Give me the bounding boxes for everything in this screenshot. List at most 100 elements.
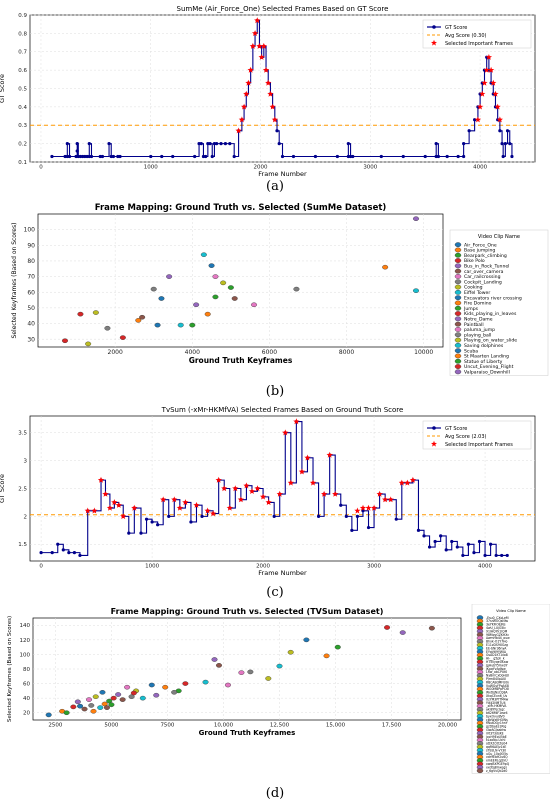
selected-frame-star xyxy=(262,66,270,73)
legend-swatch xyxy=(454,300,462,306)
legend-label: 4wU_LUjG5Ic xyxy=(486,626,506,630)
gt-score-point xyxy=(505,553,509,558)
y-axis-label: Selected Keyframes (Based on Scores) xyxy=(7,616,13,722)
selected-frame-star xyxy=(287,479,294,486)
caption-a: (a) xyxy=(266,179,284,194)
selected-frame-star xyxy=(160,496,167,503)
scatter-point xyxy=(211,657,218,662)
legend-label: Uncut_Evening_Flight xyxy=(464,364,514,370)
legend-marker-gt xyxy=(432,426,436,430)
x-tick-label: 8000 xyxy=(339,349,354,356)
scatter-point xyxy=(220,280,227,286)
y-tick-label: 20 xyxy=(23,711,30,717)
scatter-point xyxy=(276,663,283,669)
y-tick-label: 120 xyxy=(20,638,31,644)
scatter-point xyxy=(139,695,146,701)
legend-label: Bus_in_Rock_Tunnel xyxy=(464,263,509,269)
gt-score-point xyxy=(394,517,398,521)
legend-swatch xyxy=(454,364,462,369)
gt-score-point xyxy=(366,525,371,530)
legend-label: Base jumping xyxy=(464,248,495,254)
legend-label: Bike Polo xyxy=(464,258,485,264)
y-tick-label: 2.5 xyxy=(18,486,27,492)
gt-score-point xyxy=(444,548,448,552)
legend-box xyxy=(471,604,550,774)
x-axis-label: Frame Number xyxy=(258,569,307,577)
legend-label: cjibWxKHQWs xyxy=(486,718,508,722)
selected-frame-star xyxy=(131,504,138,511)
legend-label-gt: GT Score xyxy=(445,25,467,31)
plot-area xyxy=(37,213,444,348)
gt-score-point xyxy=(72,551,76,555)
x-tick-label: 10,000 xyxy=(214,723,234,729)
selected-frame-star xyxy=(332,490,339,497)
gt-score-point xyxy=(160,154,164,159)
y-tick-label: 140 xyxy=(20,623,31,629)
legend-label: qqR6AEJz1kE xyxy=(486,745,506,749)
selected-frame-star xyxy=(479,90,486,97)
scatter-point xyxy=(104,325,111,331)
gt-score-point xyxy=(89,154,94,159)
selected-frame-star xyxy=(271,116,278,123)
gt-score-point xyxy=(427,545,432,549)
x-tick-label: 17,500 xyxy=(382,723,402,729)
scatter-point xyxy=(97,705,104,710)
gt-score-point xyxy=(63,154,67,159)
selected-frame-star xyxy=(282,429,289,436)
gt-score-point xyxy=(472,551,476,555)
legend-label: oDXZc0tZe04 xyxy=(486,742,507,746)
legend-label: Bearpark_climbing xyxy=(464,253,507,259)
scatter-point xyxy=(77,311,84,317)
scatter-point xyxy=(45,712,52,718)
selected-frame-star xyxy=(171,496,178,503)
gt-score-point xyxy=(61,548,65,552)
selected-frame-star xyxy=(265,79,272,86)
y-tick-label: 50 xyxy=(27,305,35,312)
y-tick-label: 60 xyxy=(23,681,30,687)
x-tick-label: 10000 xyxy=(414,349,433,356)
legend-label: WxtbjNsCQ8A xyxy=(486,691,508,695)
y-tick-label: 40 xyxy=(27,321,35,328)
selected-frame-star xyxy=(226,504,233,511)
legend-label: Hl-__g5ph_k xyxy=(486,657,505,661)
legend-label: Air_Force_One xyxy=(464,242,497,248)
legend-marker-gt xyxy=(432,25,436,29)
y-tick-label: 100 xyxy=(20,652,31,658)
scatter-point xyxy=(200,252,207,257)
legend-swatch xyxy=(454,252,462,258)
selected-frame-star xyxy=(304,454,311,461)
scatter-point xyxy=(166,274,173,279)
y-tick-label: 0.7 xyxy=(18,50,27,56)
gt-score-point xyxy=(144,517,149,521)
gt-score-point xyxy=(489,542,493,546)
y-tick-label: 100 xyxy=(24,227,36,234)
gt-score-point xyxy=(483,553,487,558)
gt-score-point xyxy=(275,129,279,133)
legend-label: byxOvuiIJV0 xyxy=(486,714,505,718)
gt-score-point xyxy=(127,531,131,535)
selected-frame-star xyxy=(182,499,189,506)
scatter-point xyxy=(171,690,178,695)
gt-score-point xyxy=(473,118,477,122)
legend-swatch xyxy=(454,321,462,327)
legend-label: 91IHQYk1IQM xyxy=(486,629,508,633)
y-tick-label: 0.4 xyxy=(18,105,27,111)
legend-label: Kids_playing_in_leaves xyxy=(464,311,517,317)
y-tick-label: 80 xyxy=(27,258,35,265)
gt-score-point xyxy=(339,503,343,507)
selected-frame-star xyxy=(204,507,211,514)
legend-swatch xyxy=(454,327,462,332)
scatter-point xyxy=(92,694,99,699)
x-tick-label: 1000 xyxy=(144,165,158,171)
scatter-point xyxy=(265,676,272,681)
legend-label: Notre_Dame xyxy=(464,316,493,322)
gt-score-point xyxy=(107,142,111,146)
scatter-point xyxy=(162,684,169,690)
gt-score-point xyxy=(346,142,350,146)
scatter-point xyxy=(212,294,219,300)
gt-score-point xyxy=(78,154,83,159)
scatter-point xyxy=(413,288,420,293)
selected-frame-star xyxy=(210,510,217,517)
legend-label: _xMr-HKMfVA xyxy=(485,704,507,708)
legend-label: playing_ball xyxy=(464,332,491,338)
